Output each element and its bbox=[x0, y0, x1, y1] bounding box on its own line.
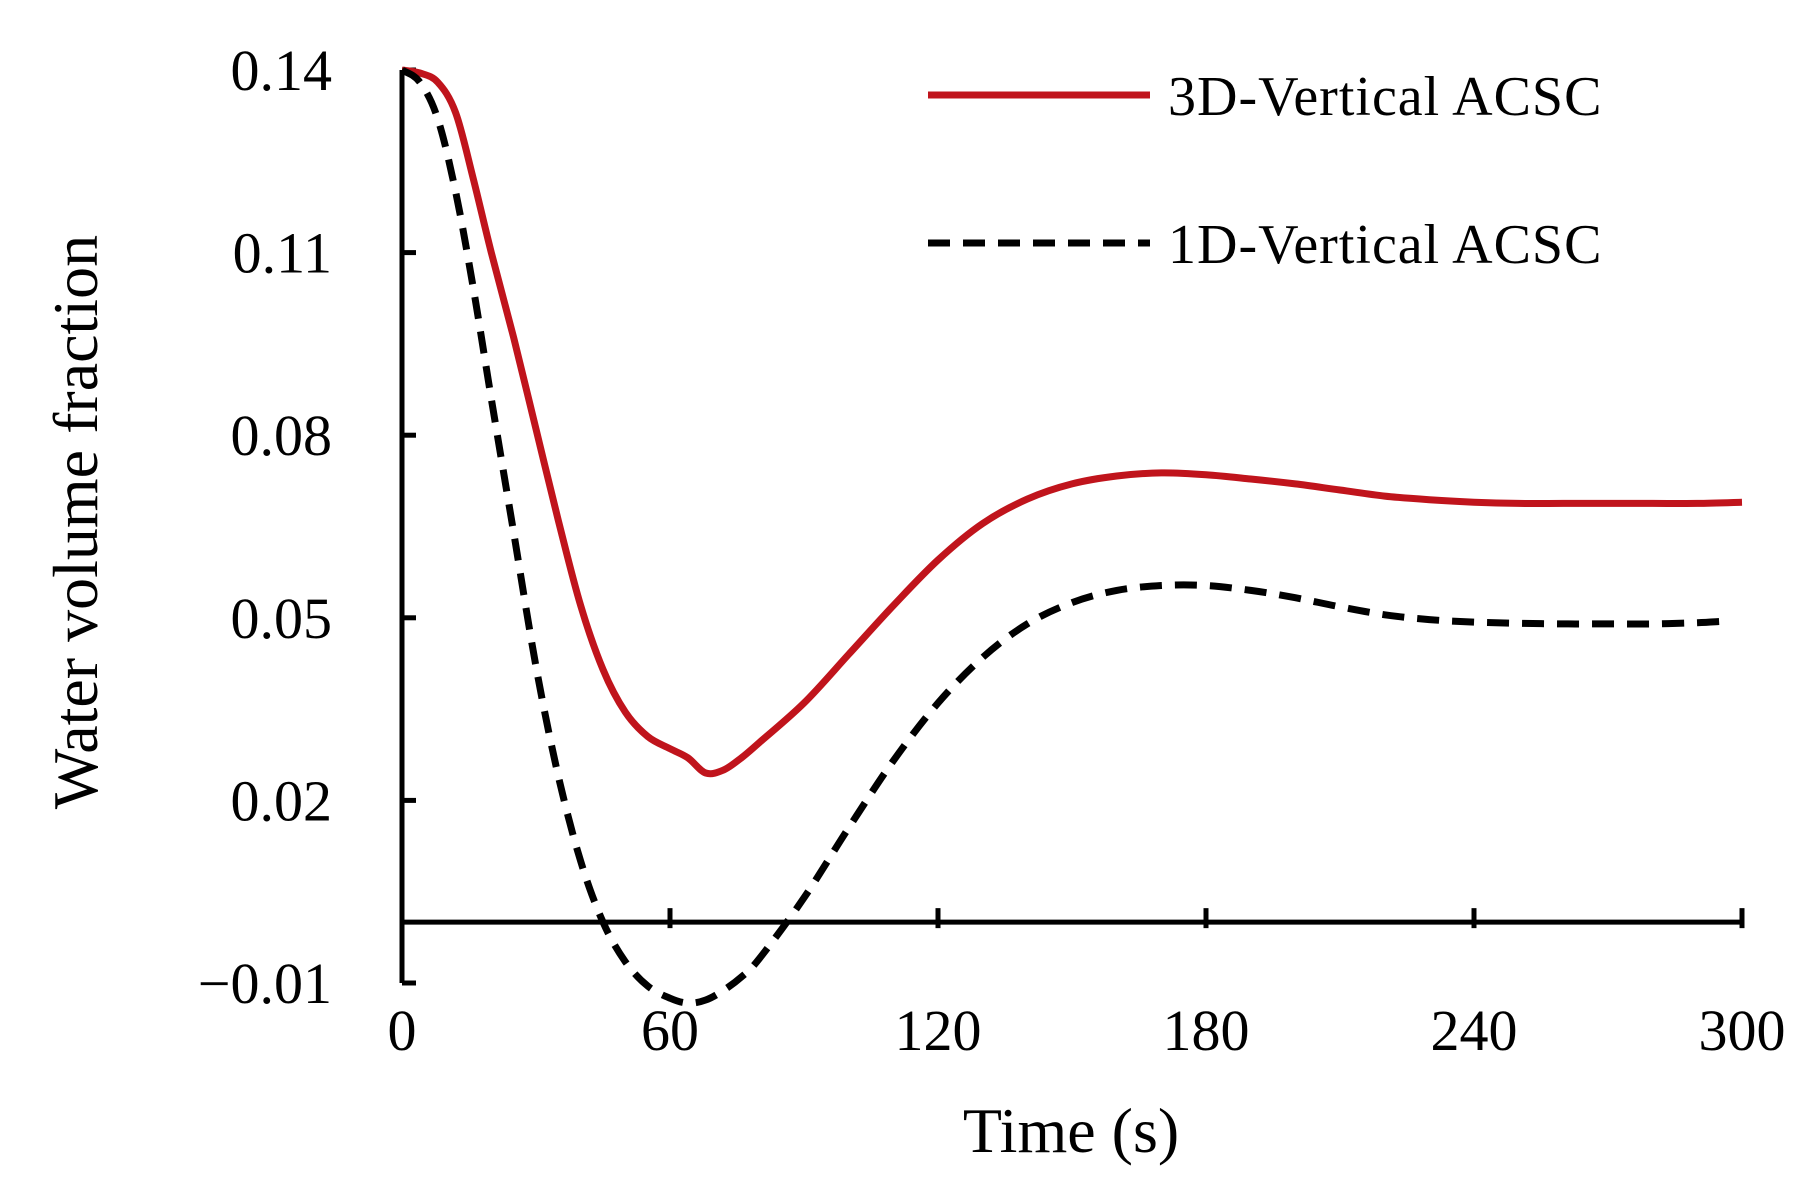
series-layer bbox=[400, 66, 1743, 1007]
y-tick-label: 0.11 bbox=[233, 221, 332, 286]
legend-label-1d: 1D-Vertical ACSC bbox=[1168, 214, 1602, 276]
x-tick-label: 120 bbox=[895, 998, 982, 1063]
y-tick-label: 0.02 bbox=[231, 768, 333, 833]
legend: 3D-Vertical ACSC 1D-Vertical ACSC bbox=[928, 66, 1602, 276]
axes bbox=[399, 67, 1745, 986]
x-tick-label: 0 bbox=[388, 998, 417, 1063]
legend-label-3d: 3D-Vertical ACSC bbox=[1168, 66, 1602, 128]
series-line-1d-vertical-acsc bbox=[400, 66, 1720, 1007]
y-tick-label: 0.08 bbox=[231, 403, 333, 468]
x-tick-label: 60 bbox=[641, 998, 699, 1063]
tick-labels: 0.14 0.11 0.08 0.05 0.02 −0.01 0 60 120 180 240 300 bbox=[198, 38, 1786, 1063]
y-tick-label: 0.14 bbox=[231, 38, 333, 103]
x-tick-label: 180 bbox=[1163, 998, 1250, 1063]
y-tick-label: −0.01 bbox=[198, 951, 332, 1016]
y-tick-label: 0.05 bbox=[231, 586, 333, 651]
x-tick-label: 240 bbox=[1431, 998, 1518, 1063]
y-axis-title: Water volume fraction bbox=[40, 235, 111, 809]
series-line-3d-vertical-acsc bbox=[401, 66, 1743, 778]
x-tick-label: 300 bbox=[1699, 998, 1786, 1063]
x-axis-title: Time (s) bbox=[963, 1095, 1179, 1166]
